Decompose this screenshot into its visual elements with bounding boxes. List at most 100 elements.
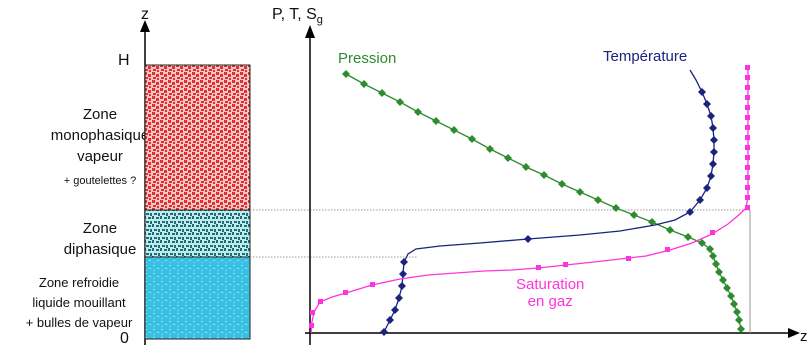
pressure-point <box>648 218 656 226</box>
saturation-point <box>745 155 750 160</box>
zone-vapor-line3: vapeur <box>77 148 123 165</box>
zone-cooled-line1: Zone refroidie <box>38 275 120 290</box>
pressure-point <box>612 204 620 212</box>
pressure-point <box>576 188 584 196</box>
x-axis-label: z <box>800 328 808 345</box>
pressure-point <box>712 260 720 268</box>
temperature-curve <box>380 69 718 336</box>
pressure-point <box>468 135 476 143</box>
temperature-point <box>400 258 408 266</box>
zone-vapor-line2: monophasique <box>50 127 150 144</box>
zone-diphasic-line1: Zone <box>82 220 118 237</box>
zone-cooled-rect <box>144 256 251 340</box>
y-axis-label: P, T, Sg <box>272 6 323 26</box>
saturation-label: Saturation en gaz <box>516 276 584 310</box>
zone-vapor-label: Zone monophasique vapeur + goutelettes ? <box>40 104 160 192</box>
zone-cooled-line3: + bulles de vapeur <box>25 315 133 330</box>
pressure-point <box>522 163 530 171</box>
temperature-point <box>380 328 388 336</box>
saturation-point <box>370 282 375 287</box>
saturation-point <box>745 85 750 90</box>
pressure-point <box>666 226 674 234</box>
pressure-point <box>737 325 745 333</box>
saturation-point <box>745 105 750 110</box>
pressure-point <box>558 180 566 188</box>
saturation-point <box>745 205 750 210</box>
y-axis-label-subscript: g <box>316 14 323 27</box>
right-y-axis <box>305 25 315 345</box>
saturation-label-line1: Saturation <box>516 276 585 293</box>
saturation-point <box>745 125 750 130</box>
pressure-point <box>735 316 743 324</box>
temperature-point <box>703 100 711 108</box>
saturation-point <box>745 65 750 70</box>
zone-diphasic-rect <box>144 209 251 258</box>
pressure-point <box>719 276 727 284</box>
pressure-point <box>378 89 386 97</box>
pressure-point <box>342 70 350 78</box>
temperature-point <box>398 282 406 290</box>
temperature-point <box>696 196 704 204</box>
saturation-point <box>536 265 541 270</box>
saturation-point <box>745 165 750 170</box>
pressure-point <box>504 154 512 162</box>
temperature-point <box>395 294 403 302</box>
right-x-axis <box>305 328 800 338</box>
left-z-axis-label: z <box>141 6 149 23</box>
temperature-point <box>399 270 407 278</box>
height-zero-label: 0 <box>120 330 129 347</box>
pressure-point <box>396 98 404 106</box>
height-top-label: H <box>118 52 130 69</box>
temperature-label: Température <box>603 48 688 65</box>
pressure-point <box>450 126 458 134</box>
saturation-point <box>626 256 631 261</box>
pressure-point <box>730 300 738 308</box>
saturation-point <box>745 185 750 190</box>
temperature-point <box>710 148 718 156</box>
pressure-point <box>709 252 717 260</box>
saturation-point <box>745 115 750 120</box>
pressure-point <box>594 196 602 204</box>
temperature-point <box>386 316 394 324</box>
temperature-point <box>707 112 715 120</box>
pressure-point <box>486 145 494 153</box>
pressure-point <box>723 284 731 292</box>
saturation-point <box>745 135 750 140</box>
saturation-point <box>745 175 750 180</box>
pressure-point <box>706 245 714 253</box>
saturation-point <box>745 145 750 150</box>
zone-vapor-note: + goutelettes ? <box>63 175 137 187</box>
pressure-point <box>432 117 440 125</box>
pressure-point <box>684 233 692 241</box>
temperature-point <box>709 160 717 168</box>
saturation-point <box>710 230 715 235</box>
zone-cooled-line2: liquide mouillant <box>32 295 126 310</box>
temperature-point <box>686 208 694 216</box>
saturation-point <box>318 299 323 304</box>
y-axis-label-text: P, T, S <box>272 6 317 23</box>
saturation-label-line2: en gaz <box>527 293 573 310</box>
zone-diphasic-line2: diphasique <box>63 241 137 258</box>
saturation-point <box>343 290 348 295</box>
saturation-point <box>665 247 670 252</box>
saturation-point <box>745 75 750 80</box>
zone-vapor-line1: Zone <box>82 106 118 123</box>
temperature-point <box>391 306 399 314</box>
temperature-point <box>524 235 532 243</box>
pressure-label: Pression <box>338 50 397 67</box>
temperature-point <box>707 172 715 180</box>
pressure-point <box>630 211 638 219</box>
zone-vapor-rect <box>144 64 251 211</box>
pressure-point <box>360 80 368 88</box>
pressure-point <box>414 108 422 116</box>
saturation-point <box>745 95 750 100</box>
pressure-point <box>727 292 735 300</box>
pressure-curve <box>342 70 745 333</box>
zone-cooled-label: Zone refroidie liquide mouillant + bulle… <box>10 273 148 333</box>
zone-diphasic-label: Zone diphasique <box>40 218 160 260</box>
saturation-point <box>563 262 568 267</box>
temperature-point <box>710 136 718 144</box>
pressure-point <box>715 268 723 276</box>
temperature-point <box>709 124 717 132</box>
